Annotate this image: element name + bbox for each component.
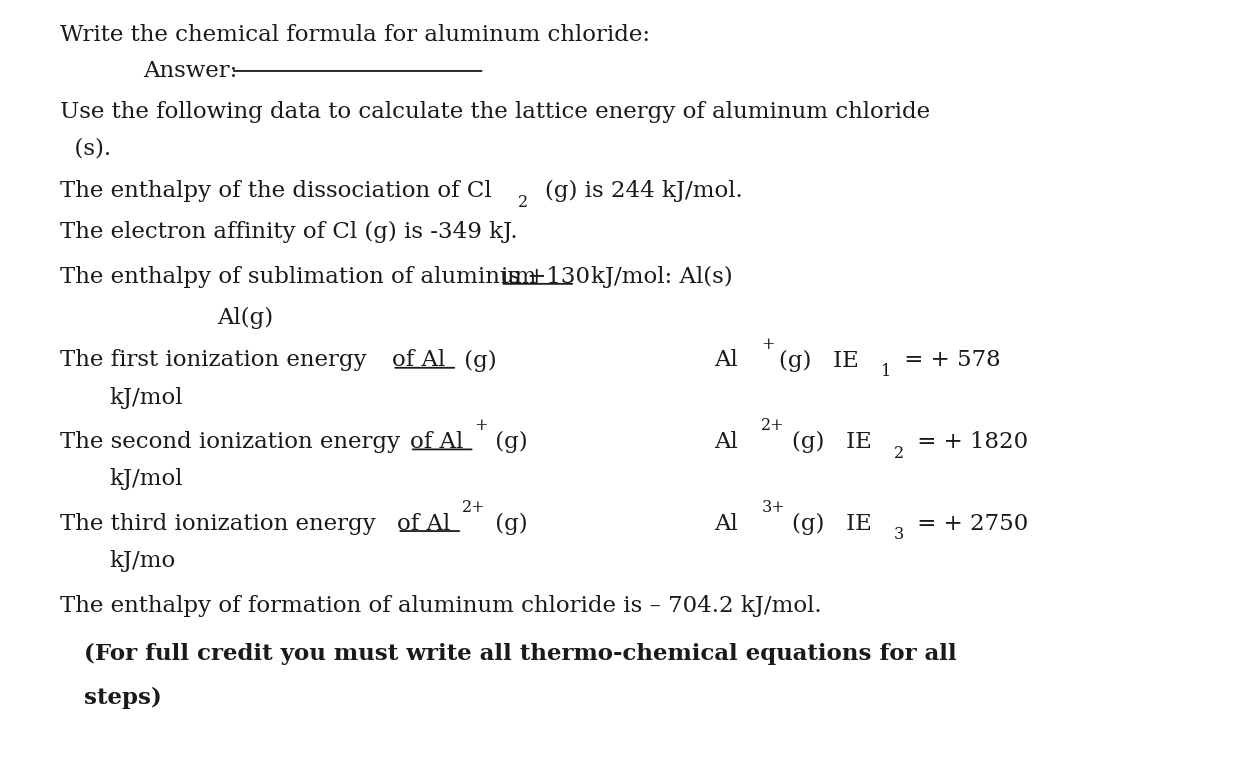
Text: 2+: 2+ [761, 417, 785, 434]
Text: kJ/mol: kJ/mol [109, 468, 183, 491]
Text: 2: 2 [518, 194, 528, 211]
Text: Al: Al [714, 349, 738, 372]
Text: +: + [474, 417, 488, 434]
Text: (s).: (s). [60, 137, 111, 159]
Text: = + 578: = + 578 [897, 349, 1000, 372]
Text: The first ionization energy: The first ionization energy [60, 349, 374, 372]
Text: (g): (g) [488, 431, 528, 453]
Text: The second ionization energy: The second ionization energy [60, 431, 407, 453]
Text: (For full credit you must write all thermo-chemical equations for all: (For full credit you must write all ther… [84, 642, 958, 665]
Text: 3+: 3+ [761, 499, 785, 516]
Text: Al: Al [714, 513, 738, 535]
Text: 3: 3 [894, 526, 904, 543]
Text: steps): steps) [84, 687, 163, 709]
Text: 2: 2 [894, 445, 904, 462]
Text: The enthalpy of the dissociation of Cl: The enthalpy of the dissociation of Cl [60, 180, 492, 202]
Text: The electron affinity of Cl (g) is -349 kJ.: The electron affinity of Cl (g) is -349 … [60, 221, 517, 243]
Text: (g)   IE: (g) IE [792, 513, 872, 535]
Text: is +130: is +130 [501, 266, 590, 288]
Text: of Al: of Al [410, 431, 463, 453]
Text: (g)   IE: (g) IE [792, 431, 872, 453]
Text: (g)   IE: (g) IE [779, 349, 858, 372]
Text: The enthalpy of sublimation of aluminum: The enthalpy of sublimation of aluminum [60, 266, 543, 288]
Text: The enthalpy of formation of aluminum chloride is – 704.2 kJ/mol.: The enthalpy of formation of aluminum ch… [60, 595, 821, 617]
Text: Answer:: Answer: [143, 60, 237, 82]
Text: kJ/mo: kJ/mo [109, 550, 175, 572]
Text: (g): (g) [457, 349, 497, 372]
Text: Use the following data to calculate the lattice energy of aluminum chloride: Use the following data to calculate the … [60, 101, 930, 123]
Text: 1: 1 [881, 363, 891, 380]
Text: Al(g): Al(g) [217, 307, 273, 329]
Text: of Al: of Al [392, 349, 446, 372]
Text: The third ionization energy: The third ionization energy [60, 513, 383, 535]
Text: kJ/mol: kJ/mol [109, 387, 183, 409]
Text: Al: Al [714, 431, 738, 453]
Text: +: + [761, 336, 775, 353]
Text: = + 1820: = + 1820 [910, 431, 1028, 453]
Text: = + 2750: = + 2750 [910, 513, 1028, 535]
Text: (g): (g) [488, 513, 528, 535]
Text: Write the chemical formula for aluminum chloride:: Write the chemical formula for aluminum … [60, 24, 650, 47]
Text: kJ/mol: Al(s): kJ/mol: Al(s) [591, 266, 733, 288]
Text: of Al: of Al [397, 513, 451, 535]
Text: 2+: 2+ [462, 499, 486, 516]
Text: (g) is 244 kJ/mol.: (g) is 244 kJ/mol. [545, 180, 743, 202]
